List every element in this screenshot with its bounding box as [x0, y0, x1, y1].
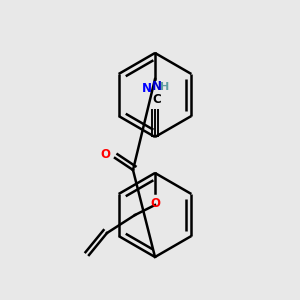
Text: C: C — [153, 93, 161, 106]
Text: H: H — [160, 82, 169, 92]
Text: N: N — [152, 80, 162, 93]
Text: N: N — [142, 82, 152, 95]
Text: O: O — [100, 148, 110, 160]
Text: O: O — [150, 197, 160, 210]
